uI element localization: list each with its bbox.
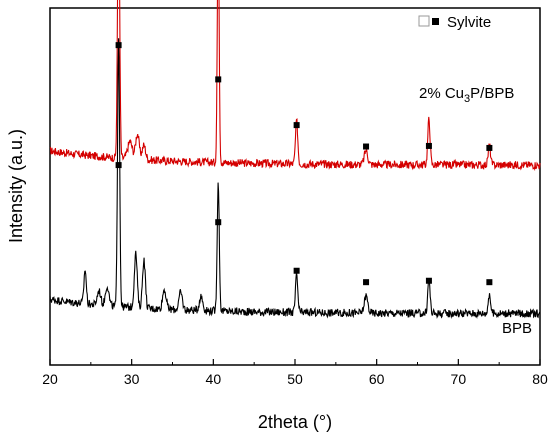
y-axis-title: Intensity (a.u.) (6, 129, 26, 243)
series-label-cu3p: 2% Cu3P/BPB (419, 85, 514, 105)
series-layer (49, 0, 541, 320)
legend-open-square (418, 15, 430, 27)
x-tick-label-70: 70 (451, 371, 467, 387)
series-label-cu3p-main: 2% Cu (419, 85, 464, 102)
peak-marker-bpb-4 (425, 277, 432, 284)
peak-marker-bpb-1 (215, 219, 222, 226)
x-tick-label-60: 60 (369, 371, 385, 387)
x-axis-title: 2theta (°) (258, 412, 332, 432)
peak-marker-cu3p-4 (425, 142, 432, 149)
peak-marker-cu3p-1 (215, 76, 222, 83)
tick-layer: 20 30 40 50 60 70 80 (42, 359, 548, 387)
peak-marker-cu3p-5 (486, 144, 493, 151)
series-line-cu3p-bpb (49, 0, 541, 172)
x-tick-label-40: 40 (206, 371, 222, 387)
peak-marker-cu3p-2 (293, 122, 300, 129)
peak-marker-bpb-5 (486, 279, 493, 286)
x-tick-label-30: 30 (124, 371, 140, 387)
peak-marker-cu3p-3 (363, 143, 370, 150)
peak-marker-bpb-0 (115, 162, 122, 169)
marker-layer (115, 42, 493, 286)
peak-marker-cu3p-0 (115, 42, 122, 49)
legend-square-marker (432, 18, 439, 25)
x-tick-label-80: 80 (532, 371, 548, 387)
x-tick-label-20: 20 (42, 371, 58, 387)
series-line-bpb (49, 38, 541, 320)
series-label-cu3p-sub: 3 (464, 93, 470, 105)
series-label-bpb: BPB (502, 320, 532, 337)
x-tick-label-50: 50 (287, 371, 303, 387)
series-label-cu3p-rest: P/BPB (470, 85, 514, 102)
peak-marker-bpb-2 (293, 267, 300, 274)
legend-label: Sylvite (447, 14, 491, 31)
peak-marker-bpb-3 (363, 279, 370, 286)
